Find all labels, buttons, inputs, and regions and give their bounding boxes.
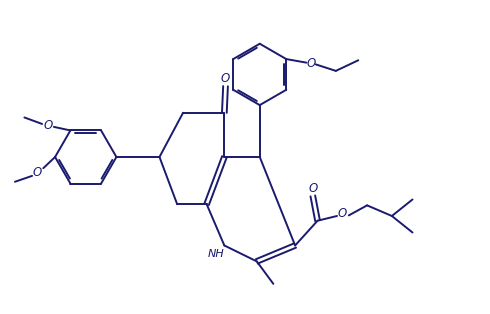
Text: O: O [44, 119, 52, 132]
Text: O: O [33, 166, 42, 179]
Text: O: O [306, 57, 316, 70]
Text: NH: NH [208, 249, 224, 259]
Text: O: O [338, 207, 347, 220]
Text: O: O [221, 72, 230, 85]
Text: O: O [308, 182, 318, 195]
